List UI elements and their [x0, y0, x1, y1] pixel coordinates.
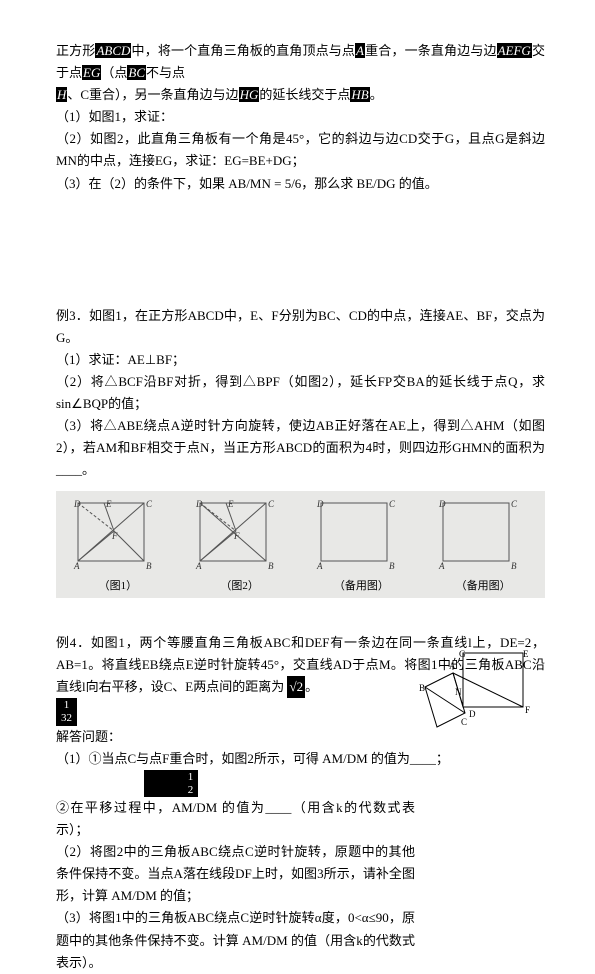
- svg-text:B: B: [511, 561, 517, 571]
- figure-4-label: （备用图）: [425, 577, 541, 596]
- half-num: 1: [166, 771, 195, 784]
- label-abcd: ABCD: [95, 43, 131, 58]
- diagram-3: D C A B: [307, 497, 415, 575]
- diagram-1: D E C A B F: [64, 497, 172, 575]
- svg-text:B: B: [419, 683, 425, 693]
- figure-2: D E C A B F （图2）: [182, 497, 298, 596]
- section3-t5: ②在平移过程中，AM/DM 的值为____（用含k的代数式表示）；: [56, 797, 545, 841]
- svg-text:A: A: [438, 561, 445, 571]
- sqrt-2: √2: [287, 676, 305, 698]
- label-aefg: AEFG: [497, 43, 532, 58]
- text: 、C重合），另一条直角边与边: [67, 87, 238, 102]
- figure-row: D E C A B F （图1） D E C A B F: [56, 491, 545, 598]
- frac-den: 32: [59, 712, 74, 724]
- half-den: 2: [166, 784, 195, 796]
- label-eg: EG: [82, 65, 101, 80]
- svg-text:E: E: [523, 649, 529, 659]
- label-hb: HB: [350, 87, 369, 102]
- text: 不与点: [146, 65, 185, 80]
- problem-statement: 正方形ABCD中，将一个直角三角板的直角顶点与点A重合，一条直角边与边AEFG交…: [56, 40, 545, 106]
- svg-text:F: F: [111, 531, 118, 541]
- svg-text:C: C: [146, 499, 153, 509]
- boxed-half: 12: [144, 770, 199, 797]
- svg-text:C: C: [389, 499, 396, 509]
- label-bc: BC: [127, 65, 146, 80]
- diagram-2: D E C A B F: [186, 497, 294, 575]
- svg-text:C: C: [268, 499, 275, 509]
- figure-1: D E C A B F （图1）: [60, 497, 176, 596]
- right-figure: A B C D E F G N: [405, 645, 535, 762]
- section3-t6: （2）将图2中的三角板ABC绕点C逆时针旋转，原题中的其他条件保持不变。当点A落…: [56, 841, 545, 907]
- diagram-4: D C A B: [429, 497, 537, 575]
- svg-text:D: D: [438, 499, 446, 509]
- diagram-right: A B C D E F G N: [405, 645, 535, 755]
- svg-text:B: B: [268, 561, 274, 571]
- figure-1-label: （图1）: [60, 577, 176, 596]
- svg-text:A: A: [195, 561, 202, 571]
- svg-text:C: C: [511, 499, 518, 509]
- section3-t7: （3）将图1中的三角板ABC绕点C逆时针旋转α度，0<α≤90，原题中的其他条件…: [56, 907, 545, 973]
- section3-half: 12: [56, 770, 545, 797]
- boxed-fraction: 132: [56, 698, 77, 725]
- svg-text:C: C: [461, 717, 467, 727]
- question-1: （1）如图1，求证：: [56, 106, 545, 128]
- label-h: H: [56, 87, 67, 102]
- svg-text:A: A: [73, 561, 80, 571]
- text: （1）①当点C与点F重合时，如图2所示，可得 AM/DM 的值为____；: [56, 751, 449, 766]
- question-2: （2）如图2，此直角三角板有一个角是45°，它的斜边与边CD交于G，且点G是斜边…: [56, 128, 545, 172]
- svg-text:D: D: [316, 499, 324, 509]
- example-3-title: 例3．如图1，在正方形ABCD中，E、F分别为BC、CD的中点，连接AE、BF，…: [56, 305, 545, 349]
- svg-text:F: F: [525, 705, 530, 715]
- text: 。: [305, 679, 318, 694]
- text: 中，将一个直角三角板的直角顶点与点: [131, 43, 355, 58]
- text: 重合，一条直角边与边: [365, 43, 497, 58]
- svg-text:B: B: [146, 561, 152, 571]
- svg-text:B: B: [389, 561, 395, 571]
- example-3-q3: （3）将△ABE绕点A逆时针方向旋转，使边AB正好落在AE上，得到△AHM（如图…: [56, 415, 545, 481]
- figure-3: D C A B （备用图）: [304, 497, 420, 596]
- label-hg: HG: [239, 87, 260, 102]
- text: 正方形: [56, 43, 95, 58]
- label-a: A: [355, 43, 365, 58]
- text: 的延长线交于点: [259, 87, 350, 102]
- svg-text:A: A: [316, 561, 323, 571]
- figure-3-label: （备用图）: [304, 577, 420, 596]
- text: 例3．: [56, 308, 89, 323]
- frac-num: 1: [59, 699, 74, 712]
- text: 。: [370, 87, 383, 102]
- question-3: （3）在（2）的条件下，如果 AB/MN = 5/6，那么求 BE/DG 的值。: [56, 173, 545, 195]
- figure-2-label: （图2）: [182, 577, 298, 596]
- svg-text:D: D: [469, 709, 476, 719]
- svg-text:N: N: [455, 687, 462, 697]
- text: （点: [101, 65, 127, 80]
- svg-text:A: A: [449, 661, 456, 671]
- svg-text:G: G: [459, 649, 466, 659]
- figure-4: D C A B （备用图）: [425, 497, 541, 596]
- example-3-q2: （2）将△BCF沿BF对折，得到△BPF（如图2），延长FP交BA的延长线于点Q…: [56, 371, 545, 415]
- svg-text:F: F: [233, 531, 240, 541]
- text: 如图1，在正方形ABCD中，E、F分别为BC、CD的中点，连接AE、BF，交点为…: [56, 308, 545, 345]
- example-3-q1: （1）求证：AE⊥BF；: [56, 349, 545, 371]
